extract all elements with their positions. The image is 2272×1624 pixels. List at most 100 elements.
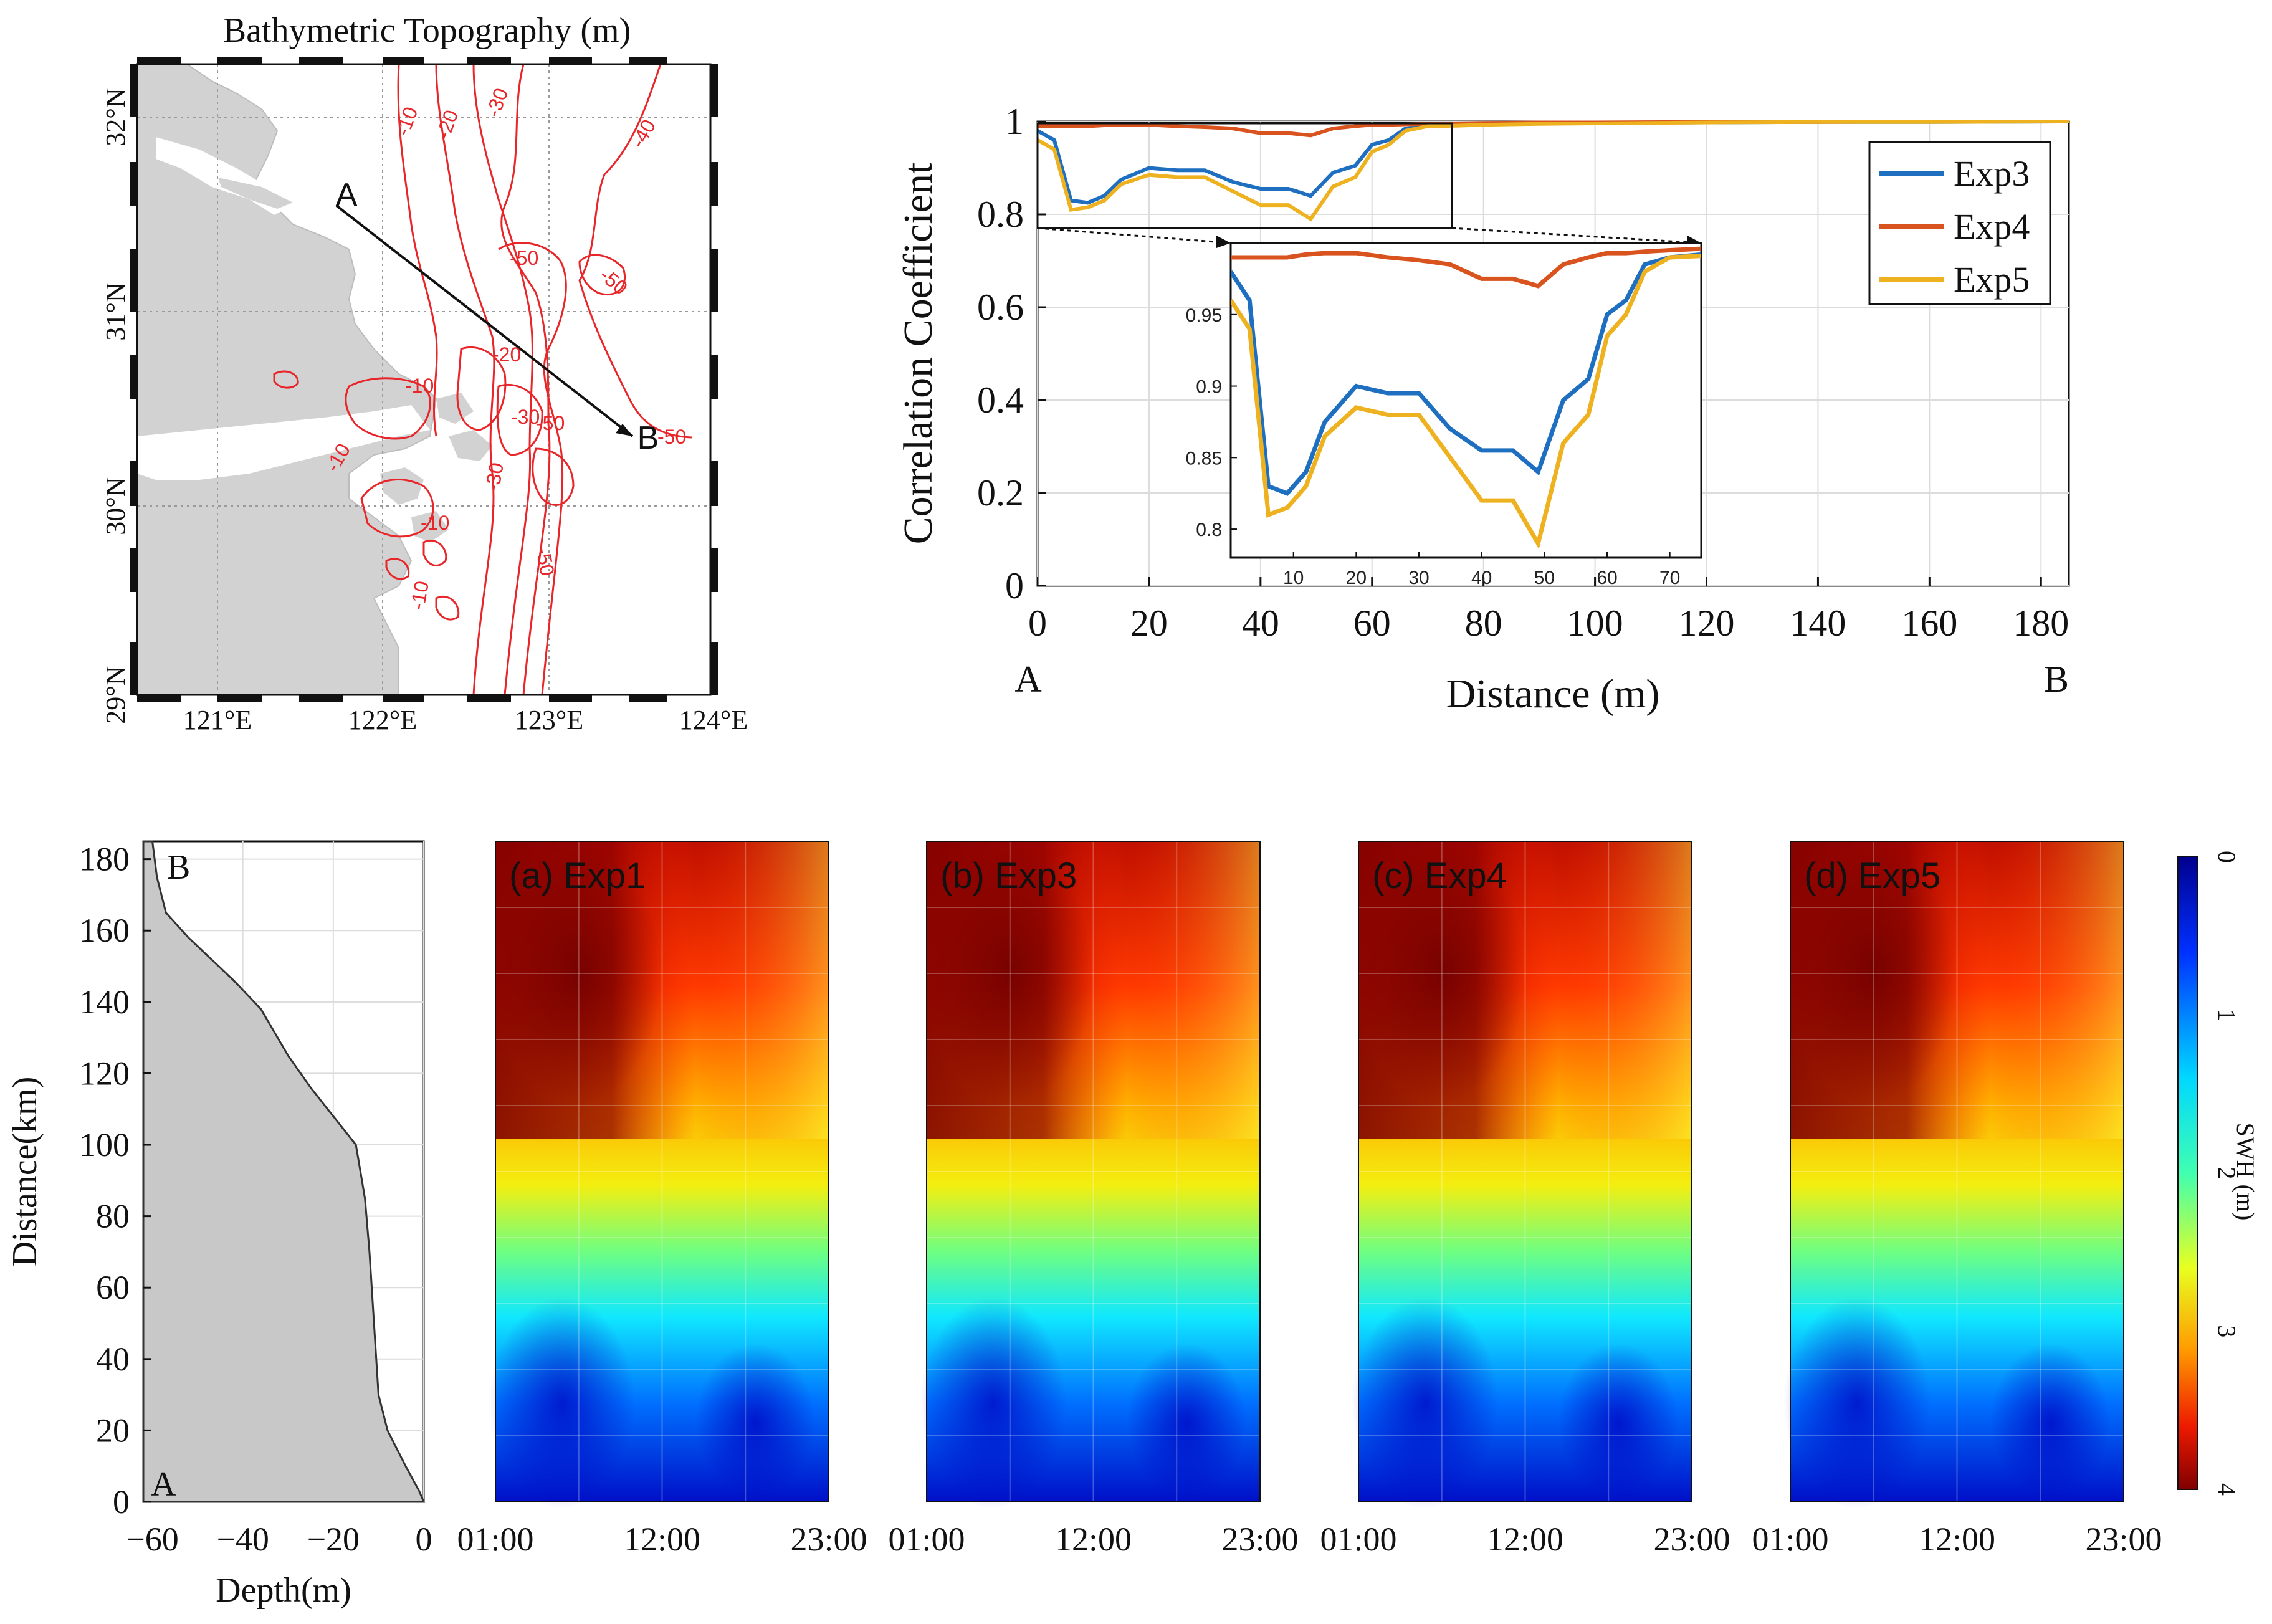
x-tick-label: 60 xyxy=(1353,603,1391,644)
inset-x-tick-label: 10 xyxy=(1283,568,1304,588)
frame-segment xyxy=(130,355,137,399)
legend-label: Exp5 xyxy=(1954,259,2030,300)
heatmap-lowspot xyxy=(695,1343,816,1502)
frame-segment xyxy=(383,695,424,702)
inset-x-tick-label: 40 xyxy=(1471,568,1492,588)
inset-x-tick-label: 30 xyxy=(1408,568,1429,588)
inset-y-tick-label: 0.85 xyxy=(1186,448,1222,469)
x-tick-label: 140 xyxy=(1790,603,1846,644)
lat-label: 29°N xyxy=(100,666,131,724)
heatmap-x-tick-label: 12:00 xyxy=(1487,1521,1563,1558)
inset-y-tick-label: 0.95 xyxy=(1186,305,1222,326)
bathymetry-map: Bathymetric Topography (m) xyxy=(100,11,748,735)
heatmap-hotspot xyxy=(1358,841,1525,1106)
heatmap-hotspot xyxy=(927,841,1094,1106)
x-tick-label: −20 xyxy=(307,1521,360,1558)
y-tick-label: 180 xyxy=(79,841,130,878)
island-chongming xyxy=(218,178,293,209)
heatmap-title: (d) Exp5 xyxy=(1804,856,1940,896)
heatmap-hotspot xyxy=(495,841,662,1106)
frame-segment xyxy=(130,64,137,117)
heatmap-x-tick-label: 01:00 xyxy=(457,1521,533,1558)
heatmap-x-tick-label: 12:00 xyxy=(1919,1521,1995,1558)
x-tick-label: 0 xyxy=(416,1521,432,1558)
heatmap-x-tick-label: 23:00 xyxy=(2085,1521,2162,1558)
corr-lines xyxy=(1036,120,2069,222)
map-grid xyxy=(137,64,710,695)
colorbar-tick-label: 2 xyxy=(2213,1167,2241,1180)
depth-ticks: −60 −40 −20 0 0 20 40 60 80 100 120 140 160 180 xyxy=(79,841,432,1558)
frame-segment xyxy=(137,57,181,64)
y-tick-label: 40 xyxy=(96,1340,130,1378)
frame-segment xyxy=(710,64,718,117)
map-point-a: A xyxy=(336,177,358,213)
y-tick-label: 0.4 xyxy=(977,380,1024,421)
inset-ticks: 10 20 30 40 50 60 70 0.8 0.85 0.9 0.95 xyxy=(1186,305,1681,588)
heatmap-title: (b) Exp3 xyxy=(940,856,1077,896)
contour-label: -30 xyxy=(480,461,507,493)
frame-segment xyxy=(549,57,592,64)
heatmap-title: (a) Exp1 xyxy=(509,856,646,896)
inset-y-tick-label: 0.8 xyxy=(1196,520,1222,540)
y-tick-label: 60 xyxy=(96,1269,130,1306)
inset-x-tick-label: 60 xyxy=(1597,568,1617,588)
colorbar-tick-label: 3 xyxy=(2213,1325,2241,1337)
contour-label: -50 xyxy=(657,426,686,448)
colorbar-tick-label: 4 xyxy=(2213,1483,2241,1496)
heatmap-lowspot xyxy=(1352,1297,1499,1509)
depth-profile-area xyxy=(142,840,426,1503)
frame-segment xyxy=(710,548,718,592)
x-tick-label: 0 xyxy=(1028,603,1047,644)
island-small-2 xyxy=(324,252,341,267)
frame-segment xyxy=(549,695,592,702)
map-point-b: B xyxy=(637,420,659,456)
y-tick-label: 1 xyxy=(1005,101,1024,142)
series-line-exp5 xyxy=(1036,120,2069,222)
inset-lines xyxy=(1231,246,1701,550)
frame-segment xyxy=(629,695,667,702)
heatmap-lowspot xyxy=(1558,1343,1679,1502)
frame-segment xyxy=(130,249,137,312)
zoom-arrow-left xyxy=(1216,236,1231,248)
corr-ylabel: Correlation Coefficient xyxy=(895,163,941,545)
colorbar-tick-label: 1 xyxy=(2213,1009,2241,1021)
corr-ticks: 0 20 40 60 80 100 120 140 160 180 0 0.2 0.4 0.6 0.8 1 xyxy=(977,101,2069,644)
y-tick-label: 160 xyxy=(79,912,130,949)
corr-end-b: B xyxy=(2044,659,2069,700)
corr-legend: Exp3 Exp4 Exp5 xyxy=(1868,141,2051,305)
x-tick-label: −60 xyxy=(126,1521,178,1558)
y-tick-label: 0 xyxy=(113,1483,130,1521)
heatmap-frame xyxy=(926,841,1261,1502)
y-tick-label: 20 xyxy=(96,1411,130,1449)
heatmap-lowspot xyxy=(1990,1343,2111,1502)
heatmap-title: (c) Exp4 xyxy=(1372,856,1507,896)
y-tick-label: 120 xyxy=(79,1054,130,1092)
x-tick-label: 80 xyxy=(1465,603,1502,644)
heatmap-lowspot xyxy=(1783,1297,1931,1509)
heatmap-lowspot xyxy=(920,1297,1067,1509)
heatmap-frame xyxy=(1358,841,1692,1502)
frame-segment xyxy=(710,249,718,312)
island-small xyxy=(174,321,196,340)
section-line xyxy=(335,204,634,437)
map-lat-labels: 29°N 30°N 31°N 32°N xyxy=(100,88,131,724)
contour-label: -50 xyxy=(532,545,558,578)
swh-heatmaps: (a) Exp1 01:00 12:00 23:00 (b) Exp3 01:00 12:0… xyxy=(457,841,2162,1558)
inset-series-line-exp4 xyxy=(1231,246,1701,289)
contour-label: -10 xyxy=(406,579,432,611)
heatmap-frame xyxy=(495,841,829,1502)
map-title: Bathymetric Topography (m) xyxy=(223,11,631,50)
heatmap-x-tick-label: 12:00 xyxy=(624,1521,700,1558)
frame-segment xyxy=(710,162,718,206)
inset-series-line-exp5 xyxy=(1231,254,1701,550)
map-lon-labels: 121°E 122°E 123°E 124°E xyxy=(183,705,748,735)
inset-x-tick-label: 20 xyxy=(1346,568,1367,588)
contour-label: -10 xyxy=(421,512,449,534)
island-group-4 xyxy=(411,511,449,542)
lon-label: 121°E xyxy=(183,705,252,735)
depth-end-bottom: A xyxy=(151,1465,176,1504)
colorbar-tick-label: 0 xyxy=(2213,851,2241,863)
contour-label: -30 xyxy=(511,406,540,428)
contours xyxy=(273,64,692,695)
map-checker-frame xyxy=(130,57,718,702)
